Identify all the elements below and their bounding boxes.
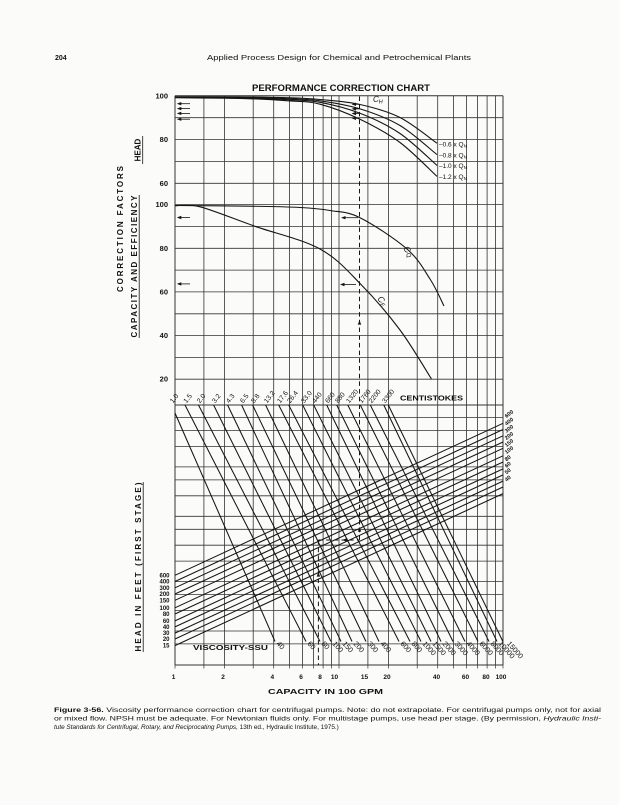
svg-text:80: 80	[482, 674, 490, 681]
svg-text:200: 200	[159, 592, 170, 598]
svg-text:Applied Process Design for Che: Applied Process Design for Chemical and …	[207, 53, 471, 62]
svg-text:300: 300	[504, 424, 515, 434]
svg-text:30: 30	[163, 631, 170, 637]
svg-text:–0.8 x QN: –0.8 x QN	[439, 153, 467, 160]
svg-text:400: 400	[159, 580, 170, 586]
svg-text:HEAD: HEAD	[134, 138, 143, 161]
svg-text:tute Standards for Centrifugal: tute Standards for Centrifugal, Rotary, …	[54, 724, 339, 731]
svg-text:15: 15	[163, 644, 170, 650]
svg-text:10: 10	[331, 674, 339, 681]
svg-text:HEAD IN FEET (FIRST STAGE): HEAD IN FEET (FIRST STAGE)	[134, 482, 143, 651]
svg-text:15: 15	[361, 674, 369, 681]
svg-text:60: 60	[462, 674, 470, 681]
svg-text:400: 400	[504, 417, 515, 427]
svg-text:CAPACITY IN 100 GPM: CAPACITY IN 100 GPM	[268, 687, 383, 696]
svg-text:6.5: 6.5	[239, 393, 250, 405]
svg-text:1: 1	[172, 674, 176, 681]
svg-text:200: 200	[504, 431, 515, 441]
svg-text:1.5: 1.5	[183, 393, 194, 405]
svg-text:80: 80	[163, 612, 170, 618]
svg-text:VISCOSITY-SSU: VISCOSITY-SSU	[193, 643, 268, 652]
svg-text:6: 6	[299, 674, 303, 681]
svg-text:80: 80	[504, 455, 513, 463]
svg-text:20: 20	[383, 674, 391, 681]
svg-text:4.3: 4.3	[225, 393, 236, 405]
svg-text:600: 600	[159, 573, 170, 579]
svg-text:150: 150	[159, 598, 170, 604]
svg-text:CENTISTOKES: CENTISTOKES	[400, 394, 463, 403]
svg-text:CH: CH	[373, 95, 383, 106]
svg-text:20: 20	[163, 637, 170, 643]
svg-text:80: 80	[160, 135, 168, 144]
svg-text:40: 40	[504, 475, 513, 483]
svg-text:204: 204	[55, 55, 67, 62]
svg-text:60: 60	[160, 179, 168, 188]
svg-text:–0.6 x QN: –0.6 x QN	[439, 142, 467, 149]
svg-text:3.2: 3.2	[211, 393, 222, 405]
svg-text:2.0: 2.0	[196, 393, 207, 405]
svg-text:8.8: 8.8	[250, 393, 261, 405]
svg-text:50: 50	[504, 468, 513, 476]
svg-text:1.0: 1.0	[169, 393, 180, 405]
svg-text:20: 20	[160, 375, 168, 384]
svg-text:–1.0 x QN: –1.0 x QN	[439, 163, 467, 170]
svg-text:40: 40	[160, 331, 168, 340]
svg-text:CAPACITY AND EFFICIENCY: CAPACITY AND EFFICIENCY	[130, 195, 139, 338]
svg-text:60: 60	[160, 287, 168, 296]
svg-text:100: 100	[155, 200, 168, 209]
svg-text:100: 100	[155, 91, 168, 100]
svg-text:8: 8	[318, 674, 322, 681]
svg-text:or mixed flow. NPSH must be ad: or mixed flow. NPSH must be adequate. Fo…	[54, 716, 601, 723]
svg-text:4: 4	[270, 674, 274, 681]
svg-text:60: 60	[163, 619, 170, 625]
svg-text:60: 60	[504, 461, 513, 469]
svg-text:2: 2	[221, 674, 225, 681]
svg-text:Figure 3-56. Viscosity perform: Figure 3-56. Viscosity performance corre…	[54, 707, 601, 714]
svg-text:150: 150	[504, 438, 515, 448]
svg-text:600: 600	[504, 409, 515, 419]
svg-text:40: 40	[433, 674, 441, 681]
svg-text:80: 80	[160, 244, 168, 253]
svg-text:PERFORMANCE CORRECTION CHART: PERFORMANCE CORRECTION CHART	[252, 83, 430, 94]
svg-text:100: 100	[496, 674, 507, 681]
svg-text:–1.2 x QN: –1.2 x QN	[439, 174, 467, 181]
svg-text:40: 40	[163, 625, 170, 631]
svg-text:100: 100	[159, 606, 170, 612]
svg-text:300: 300	[159, 586, 170, 592]
svg-text:100: 100	[504, 445, 515, 455]
